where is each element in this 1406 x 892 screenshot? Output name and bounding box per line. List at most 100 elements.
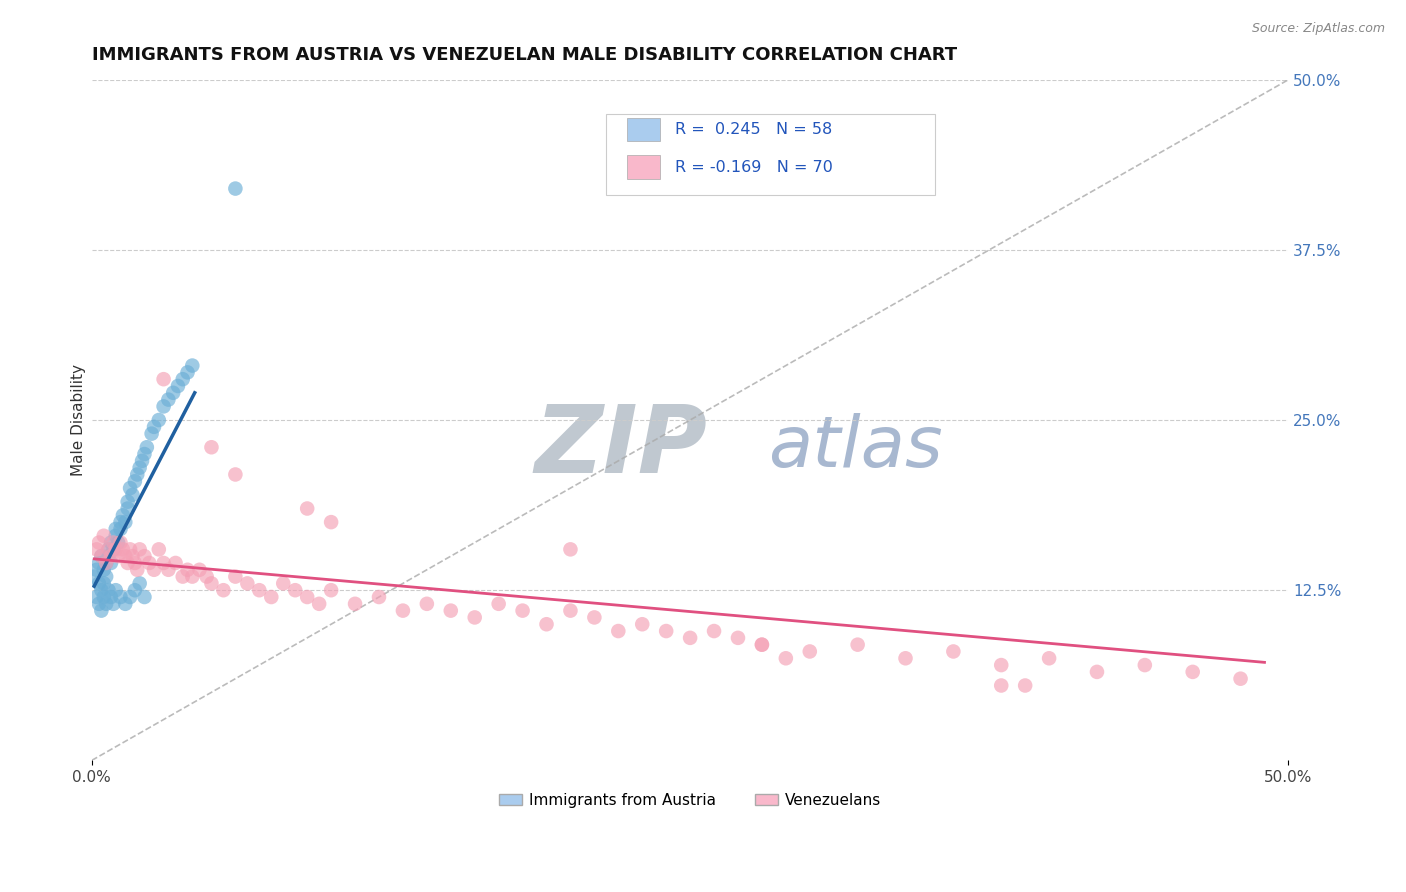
Point — [141, 426, 163, 441]
Point — [157, 563, 180, 577]
Point — [167, 379, 190, 393]
Point — [488, 597, 510, 611]
Y-axis label: Male Disability: Male Disability — [72, 364, 86, 476]
Point — [224, 467, 246, 482]
Point — [110, 515, 132, 529]
Point — [127, 467, 149, 482]
Point — [87, 576, 110, 591]
Point — [107, 535, 129, 549]
Text: R =  0.245   N = 58: R = 0.245 N = 58 — [675, 122, 832, 137]
Point — [1038, 651, 1060, 665]
Point — [416, 597, 439, 611]
Point — [107, 549, 129, 564]
Point — [271, 576, 294, 591]
Point — [131, 454, 153, 468]
Point — [110, 522, 132, 536]
Point — [86, 563, 108, 577]
Point — [162, 385, 184, 400]
Point — [148, 542, 170, 557]
Text: IMMIGRANTS FROM AUSTRIA VS VENEZUELAN MALE DISABILITY CORRELATION CHART: IMMIGRANTS FROM AUSTRIA VS VENEZUELAN MA… — [91, 46, 957, 64]
Point — [655, 624, 678, 638]
Point — [560, 604, 582, 618]
Point — [96, 569, 118, 583]
Point — [110, 535, 132, 549]
Point — [124, 556, 146, 570]
Point — [392, 604, 415, 618]
Point — [799, 644, 821, 658]
Point — [751, 638, 773, 652]
Point — [236, 576, 259, 591]
Point — [96, 556, 118, 570]
Point — [846, 638, 869, 652]
Point — [90, 604, 112, 618]
Point — [1181, 665, 1204, 679]
Point — [295, 590, 318, 604]
Point — [188, 563, 211, 577]
Point — [894, 651, 917, 665]
Point — [368, 590, 391, 604]
Point — [103, 535, 125, 549]
Point — [96, 556, 118, 570]
Point — [104, 583, 127, 598]
Point — [607, 624, 630, 638]
Point — [224, 569, 246, 583]
Point — [148, 413, 170, 427]
Point — [117, 556, 139, 570]
Point — [128, 542, 150, 557]
FancyBboxPatch shape — [606, 113, 935, 195]
Point — [703, 624, 725, 638]
Point — [90, 549, 112, 564]
Point — [124, 583, 146, 598]
Point — [172, 372, 194, 386]
Point — [440, 604, 463, 618]
Point — [679, 631, 702, 645]
Point — [536, 617, 558, 632]
Point — [97, 583, 120, 598]
Point — [152, 556, 174, 570]
Point — [120, 542, 142, 557]
Point — [512, 604, 534, 618]
Point — [152, 400, 174, 414]
Point — [775, 651, 797, 665]
Point — [143, 563, 166, 577]
Point — [134, 590, 156, 604]
Point — [90, 549, 112, 564]
Point — [134, 447, 156, 461]
Point — [583, 610, 606, 624]
Point — [172, 569, 194, 583]
Point — [308, 597, 330, 611]
Point — [117, 494, 139, 508]
Point — [751, 638, 773, 652]
Point — [138, 556, 160, 570]
Point — [284, 583, 307, 598]
Point — [110, 590, 132, 604]
Point — [152, 372, 174, 386]
Text: ZIP: ZIP — [534, 401, 707, 493]
Point — [120, 481, 142, 495]
Point — [1229, 672, 1251, 686]
Point — [990, 679, 1012, 693]
Point — [176, 563, 198, 577]
Point — [1085, 665, 1108, 679]
Point — [200, 440, 222, 454]
Point — [87, 535, 110, 549]
Point — [135, 440, 157, 454]
Point — [114, 549, 136, 564]
Point — [97, 542, 120, 557]
Text: Source: ZipAtlas.com: Source: ZipAtlas.com — [1251, 22, 1385, 36]
Point — [727, 631, 749, 645]
Point — [1014, 679, 1036, 693]
Point — [103, 542, 125, 557]
Point — [114, 515, 136, 529]
Point — [121, 488, 143, 502]
Point — [224, 181, 246, 195]
Point — [247, 583, 270, 598]
Point — [93, 529, 115, 543]
Point — [157, 392, 180, 407]
Point — [121, 549, 143, 564]
Point — [97, 542, 120, 557]
Point — [260, 590, 283, 604]
Point — [104, 529, 127, 543]
Point — [96, 597, 118, 611]
Point — [344, 597, 367, 611]
